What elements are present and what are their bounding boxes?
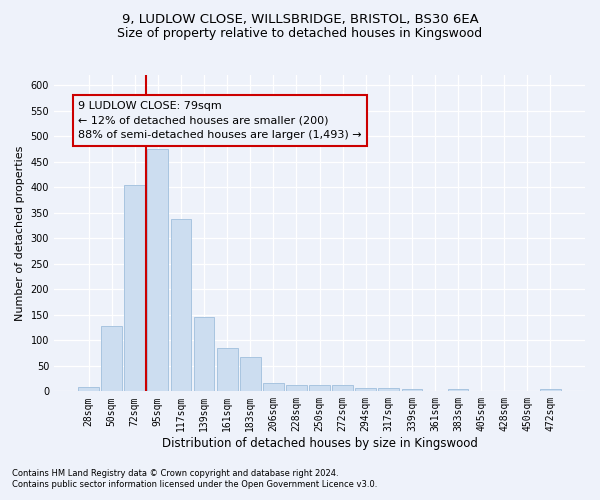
Bar (217, 348, 238, 392)
Text: Contains public sector information licensed under the Open Government Licence v3: Contains public sector information licen… (12, 480, 377, 489)
Bar (148, 149, 168, 392)
Text: 9, LUDLOW CLOSE, WILLSBRIDGE, BRISTOL, BS30 6EA: 9, LUDLOW CLOSE, WILLSBRIDGE, BRISTOL, B… (122, 12, 478, 26)
Bar (448, 390, 469, 392)
Bar (194, 318, 214, 392)
Bar (401, 390, 422, 392)
Bar (78, 388, 99, 392)
X-axis label: Distribution of detached houses by size in Kingswood: Distribution of detached houses by size … (161, 437, 478, 450)
Bar (263, 382, 284, 392)
Bar (170, 219, 191, 392)
Text: 9 LUDLOW CLOSE: 79sqm
← 12% of detached houses are smaller (200)
88% of semi-det: 9 LUDLOW CLOSE: 79sqm ← 12% of detached … (78, 100, 362, 140)
Y-axis label: Number of detached properties: Number of detached properties (15, 146, 25, 321)
Bar (286, 385, 307, 392)
Bar (124, 184, 145, 392)
Text: Contains HM Land Registry data © Crown copyright and database right 2024.: Contains HM Land Registry data © Crown c… (12, 468, 338, 477)
Bar (101, 326, 122, 392)
Bar (332, 384, 353, 392)
Bar (240, 356, 260, 392)
Bar (379, 388, 399, 392)
Bar (540, 390, 561, 392)
Bar (355, 388, 376, 392)
Text: Size of property relative to detached houses in Kingswood: Size of property relative to detached ho… (118, 28, 482, 40)
Bar (425, 391, 445, 392)
Bar (309, 384, 330, 392)
